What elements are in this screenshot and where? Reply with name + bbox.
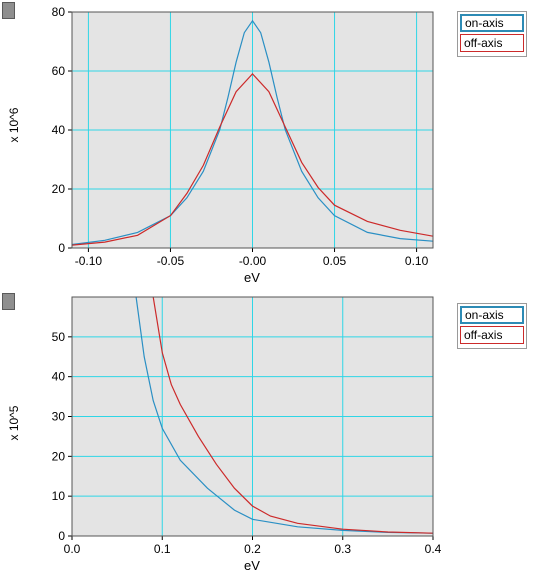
bottom-chart-legend: on-axis off-axis bbox=[457, 303, 527, 349]
top-chart-drag-handle[interactable] bbox=[2, 2, 15, 19]
top-y-tick-label: 60 bbox=[52, 64, 66, 78]
bottom-x-tick-label: 0.4 bbox=[425, 542, 442, 556]
top-y-tick-label: 80 bbox=[52, 5, 66, 19]
top-chart-legend: on-axis off-axis bbox=[457, 11, 527, 57]
top-x-tick-label: 0.10 bbox=[405, 254, 429, 268]
bottom-y-tick-label: 0 bbox=[58, 529, 65, 543]
bottom-plot-frame bbox=[71, 296, 434, 537]
bottom-y-tick-label: 50 bbox=[52, 330, 66, 344]
bottom-series-off-axis-line bbox=[152, 297, 433, 534]
bottom-y-tick-label: 40 bbox=[52, 370, 66, 384]
bottom-y-tick-label: 20 bbox=[52, 449, 66, 463]
bottom-y-tick-label: 30 bbox=[52, 410, 66, 424]
bottom-legend-on-axis[interactable]: on-axis bbox=[460, 306, 524, 324]
top-legend-off-axis[interactable]: off-axis bbox=[460, 34, 524, 52]
top-series-on-axis-line bbox=[72, 19, 433, 246]
top-x-tick-label: -0.05 bbox=[157, 254, 185, 268]
top-x-tick-label: -0.00 bbox=[239, 254, 267, 268]
top-y-tick-label: 20 bbox=[52, 182, 66, 196]
top-chart-x-axis-label: eV bbox=[244, 270, 260, 285]
top-y-tick-label: 0 bbox=[58, 241, 65, 255]
bottom-chart-x-axis-label: eV bbox=[244, 558, 260, 573]
top-x-tick-label: 0.05 bbox=[323, 254, 347, 268]
top-x-tick-label: -0.10 bbox=[75, 254, 103, 268]
top-series-off-axis-line bbox=[72, 73, 433, 246]
bottom-chart-drag-handle[interactable] bbox=[2, 293, 15, 310]
bottom-legend-off-axis[interactable]: off-axis bbox=[460, 326, 524, 344]
bottom-series-on-axis-line bbox=[135, 297, 433, 534]
top-y-tick-label: 40 bbox=[52, 123, 66, 137]
bottom-y-tick-label: 10 bbox=[52, 489, 66, 503]
bottom-x-tick-label: 0.1 bbox=[154, 542, 171, 556]
bottom-x-tick-label: 0.0 bbox=[64, 542, 81, 556]
bottom-x-tick-label: 0.3 bbox=[334, 542, 351, 556]
bottom-x-tick-label: 0.2 bbox=[244, 542, 261, 556]
top-legend-on-axis[interactable]: on-axis bbox=[460, 14, 524, 32]
top-plot-frame bbox=[71, 11, 434, 249]
